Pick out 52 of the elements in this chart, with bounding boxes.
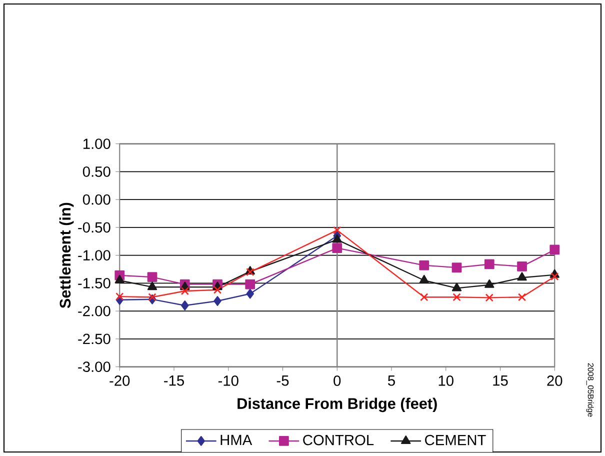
point bbox=[518, 293, 526, 302]
point bbox=[452, 293, 461, 302]
point bbox=[452, 262, 462, 272]
x-axis-title: Distance From Bridge (feet) bbox=[238, 398, 437, 412]
point bbox=[484, 279, 494, 288]
text: 2008_05Bridge bbox=[586, 363, 594, 417]
point bbox=[420, 293, 428, 302]
point bbox=[485, 294, 494, 302]
y-tick-label: -1.50 bbox=[78, 278, 110, 288]
y-axis-title: Settlement (in) bbox=[59, 202, 74, 308]
point bbox=[116, 292, 124, 301]
point bbox=[452, 282, 462, 292]
point bbox=[550, 244, 560, 255]
point bbox=[517, 272, 527, 281]
x-tick-label: -5 bbox=[276, 376, 289, 386]
y-tick-label: -0.50 bbox=[78, 222, 110, 233]
y-tick-label: 0.50 bbox=[82, 166, 110, 177]
point bbox=[147, 282, 158, 290]
x-tick-label: 20 bbox=[547, 376, 562, 386]
y-tick-label: -3.00 bbox=[78, 362, 110, 372]
point bbox=[333, 226, 342, 234]
point bbox=[517, 262, 527, 272]
point bbox=[147, 272, 158, 282]
x-tick-label: 10 bbox=[438, 376, 454, 386]
point bbox=[180, 286, 189, 296]
y-tick-label: -1.00 bbox=[78, 250, 110, 260]
point bbox=[148, 293, 156, 302]
point bbox=[246, 288, 254, 299]
y-tick-label: 1.00 bbox=[83, 138, 110, 149]
y-tick-label: -2.00 bbox=[78, 306, 110, 316]
y-tick-label: 0.00 bbox=[82, 194, 110, 205]
y-tick-label: -2.50 bbox=[78, 334, 110, 344]
x-tick-label: 0 bbox=[334, 376, 341, 386]
point bbox=[332, 234, 342, 243]
point bbox=[181, 300, 189, 310]
x-tick-label: -20 bbox=[110, 376, 130, 386]
point bbox=[484, 259, 494, 270]
point bbox=[550, 272, 559, 281]
point bbox=[114, 274, 124, 284]
point bbox=[419, 260, 430, 270]
legend-label: CEMENT bbox=[425, 434, 486, 446]
point bbox=[213, 286, 222, 294]
x-tick-label: 5 bbox=[388, 376, 395, 386]
point bbox=[245, 279, 256, 290]
point bbox=[214, 296, 222, 306]
legend-label: HMA bbox=[220, 434, 252, 446]
x-tick-label: 15 bbox=[493, 376, 508, 386]
point bbox=[419, 274, 429, 284]
x-tick-label: -10 bbox=[218, 376, 238, 386]
point bbox=[332, 243, 342, 253]
legend-label: CONTROL bbox=[303, 434, 374, 446]
x-tick-label: -15 bbox=[164, 376, 184, 386]
